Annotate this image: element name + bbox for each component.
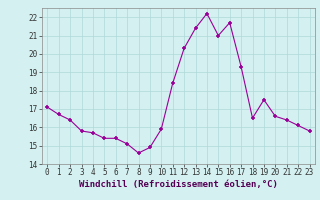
X-axis label: Windchill (Refroidissement éolien,°C): Windchill (Refroidissement éolien,°C) [79, 180, 278, 189]
